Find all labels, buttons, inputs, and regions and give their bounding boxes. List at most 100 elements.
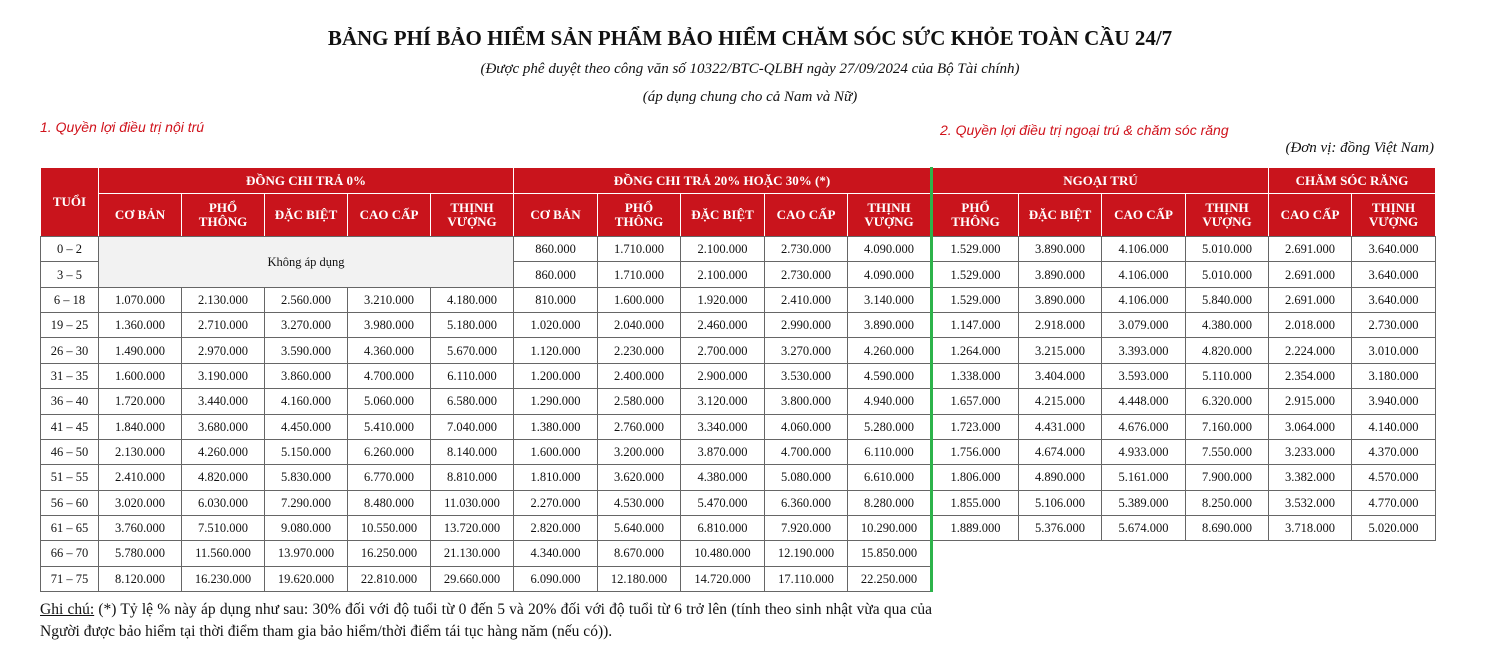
premium-cell: 5.470.000 (680, 489, 765, 516)
premium-cell: 7.160.000 (1185, 413, 1269, 440)
subtitle: (Được phê duyệt theo công văn số 10322/B… (480, 61, 1020, 77)
premium-cell: 4.770.000 (1351, 489, 1436, 516)
premium-cell: 14.720.000 (680, 565, 765, 593)
group-header: CHĂM SÓC RĂNG (1268, 167, 1436, 194)
age-cell: 46 – 50 (40, 438, 99, 466)
age-cell: 41 – 45 (40, 413, 99, 440)
age-cell: 61 – 65 (40, 514, 99, 542)
premium-cell: 4.370.000 (1351, 438, 1436, 466)
premium-cell: 5.830.000 (264, 464, 348, 491)
premium-cell: 1.756.000 (932, 438, 1019, 466)
premium-cell: 1.529.000 (932, 261, 1019, 288)
premium-cell: 3.270.000 (764, 337, 848, 364)
premium-cell: 5.840.000 (1185, 286, 1269, 314)
premium-cell: 1.889.000 (932, 514, 1019, 542)
premium-cell: 6.090.000 (513, 565, 598, 593)
premium-cell: 6.610.000 (847, 464, 931, 491)
premium-cell: 4.570.000 (1351, 464, 1436, 491)
premium-cell: 2.224.000 (1268, 337, 1352, 364)
premium-cell: 5.106.000 (1018, 489, 1102, 516)
premium-cell: 6.580.000 (430, 388, 514, 415)
premium-cell: 4.890.000 (1018, 464, 1102, 491)
premium-cell: 1.600.000 (513, 438, 598, 466)
plan-header: CƠ BẢN (98, 193, 182, 237)
plan-header: ĐẶC BIỆT (1018, 193, 1102, 237)
premium-cell: 2.270.000 (513, 489, 598, 516)
premium-cell: 3.233.000 (1268, 438, 1352, 466)
premium-cell: 2.700.000 (680, 337, 765, 364)
premium-cell: 1.338.000 (932, 362, 1019, 390)
premium-cell: 5.020.000 (1351, 514, 1436, 542)
premium-cell: 1.147.000 (932, 312, 1019, 339)
age-cell: 0 – 2 (40, 236, 99, 263)
premium-cell: 3.593.000 (1101, 362, 1186, 390)
premium-cell: 8.810.000 (430, 464, 514, 491)
premium-cell: 6.320.000 (1185, 388, 1269, 415)
premium-cell: 4.448.000 (1101, 388, 1186, 415)
premium-cell: 3.340.000 (680, 413, 765, 440)
section-label: 2. Quyền lợi điều trị ngoại trú & chăm s… (940, 122, 1229, 138)
age-header: TUỔI (40, 167, 99, 237)
premium-cell: 15.850.000 (847, 540, 931, 567)
premium-cell: 11.030.000 (430, 489, 514, 516)
premium-cell: 3.210.000 (347, 286, 431, 314)
premium-cell: 3.180.000 (1351, 362, 1436, 390)
age-cell: 51 – 55 (40, 464, 99, 491)
premium-cell: 4.106.000 (1101, 286, 1186, 314)
premium-cell: 3.680.000 (181, 413, 265, 440)
premium-cell: 4.530.000 (597, 489, 681, 516)
premium-cell: 1.710.000 (597, 261, 681, 288)
plan-header: THỊNH VƯỢNG (1351, 193, 1436, 237)
premium-cell: 3.640.000 (1351, 236, 1436, 263)
premium-cell: 10.290.000 (847, 514, 931, 542)
premium-cell: 2.990.000 (764, 312, 848, 339)
premium-cell: 1.720.000 (98, 388, 182, 415)
plan-header: CAO CẤP (1268, 193, 1352, 237)
premium-cell: 3.640.000 (1351, 286, 1436, 314)
premium-cell: 5.280.000 (847, 413, 931, 440)
premium-cell: 2.040.000 (597, 312, 681, 339)
premium-cell: 8.250.000 (1185, 489, 1269, 516)
premium-cell: 1.490.000 (98, 337, 182, 364)
premium-cell: 4.380.000 (1185, 312, 1269, 339)
premium-cell: 29.660.000 (430, 565, 514, 593)
premium-cell: 860.000 (513, 261, 598, 288)
premium-cell: 2.230.000 (597, 337, 681, 364)
premium-cell: 6.770.000 (347, 464, 431, 491)
premium-cell: 4.450.000 (264, 413, 348, 440)
premium-cell: 2.820.000 (513, 514, 598, 542)
unit-note: (Đơn vị: đồng Việt Nam) (1285, 140, 1434, 156)
premium-cell: 2.691.000 (1268, 261, 1352, 288)
premium-cell: 3.860.000 (264, 362, 348, 390)
plan-header: THỊNH VƯỢNG (430, 193, 514, 237)
plan-header: PHỔ THÔNG (597, 193, 681, 237)
premium-cell: 8.480.000 (347, 489, 431, 516)
premium-cell: 860.000 (513, 236, 598, 263)
premium-cell: 5.060.000 (347, 388, 431, 415)
age-cell: 26 – 30 (40, 337, 99, 364)
premium-cell: 810.000 (513, 286, 598, 314)
premium-cell: 3.718.000 (1268, 514, 1352, 542)
premium-cell: 4.160.000 (264, 388, 348, 415)
premium-cell: 7.510.000 (181, 514, 265, 542)
premium-cell: 7.290.000 (264, 489, 348, 516)
premium-cell: 5.410.000 (347, 413, 431, 440)
premium-cell: 2.410.000 (98, 464, 182, 491)
premium-cell: 2.560.000 (264, 286, 348, 314)
plan-header: CAO CẤP (347, 193, 431, 237)
premium-cell: 3.270.000 (264, 312, 348, 339)
premium-cell: 4.106.000 (1101, 236, 1186, 263)
premium-cell: 6.810.000 (680, 514, 765, 542)
premium-cell: 2.130.000 (98, 438, 182, 466)
premium-cell: 2.710.000 (181, 312, 265, 339)
premium-cell: 1.600.000 (98, 362, 182, 390)
premium-cell: 3.382.000 (1268, 464, 1352, 491)
premium-cell: 4.933.000 (1101, 438, 1186, 466)
premium-cell: 1.200.000 (513, 362, 598, 390)
premium-cell: 5.110.000 (1185, 362, 1269, 390)
premium-cell: 1.657.000 (932, 388, 1019, 415)
premium-cell: 4.820.000 (181, 464, 265, 491)
premium-cell: 4.260.000 (181, 438, 265, 466)
premium-cell: 10.480.000 (680, 540, 765, 567)
premium-cell: 6.260.000 (347, 438, 431, 466)
